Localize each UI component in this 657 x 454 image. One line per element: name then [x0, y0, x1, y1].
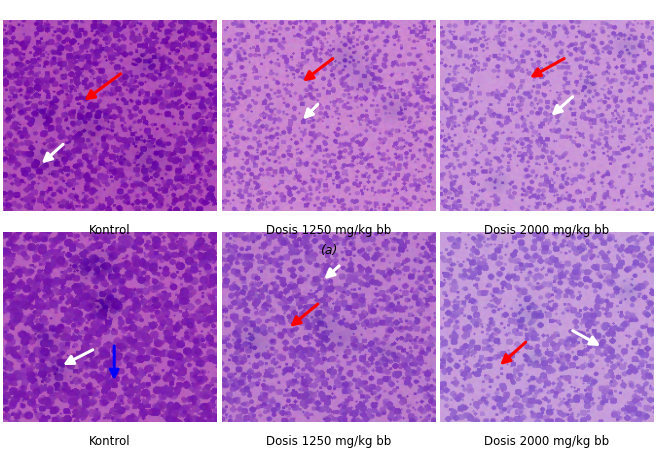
Text: Dosis 1250 mg/kg bb: Dosis 1250 mg/kg bb [266, 435, 391, 448]
Text: Kontrol: Kontrol [89, 224, 131, 237]
Text: Dosis 2000 mg/kg bb: Dosis 2000 mg/kg bb [484, 435, 610, 448]
Text: Dosis 1250 mg/kg bb: Dosis 1250 mg/kg bb [266, 224, 391, 237]
Text: Dosis 2000 mg/kg bb: Dosis 2000 mg/kg bb [484, 224, 610, 237]
Text: Kontrol: Kontrol [89, 435, 131, 448]
Text: (a): (a) [320, 244, 337, 257]
